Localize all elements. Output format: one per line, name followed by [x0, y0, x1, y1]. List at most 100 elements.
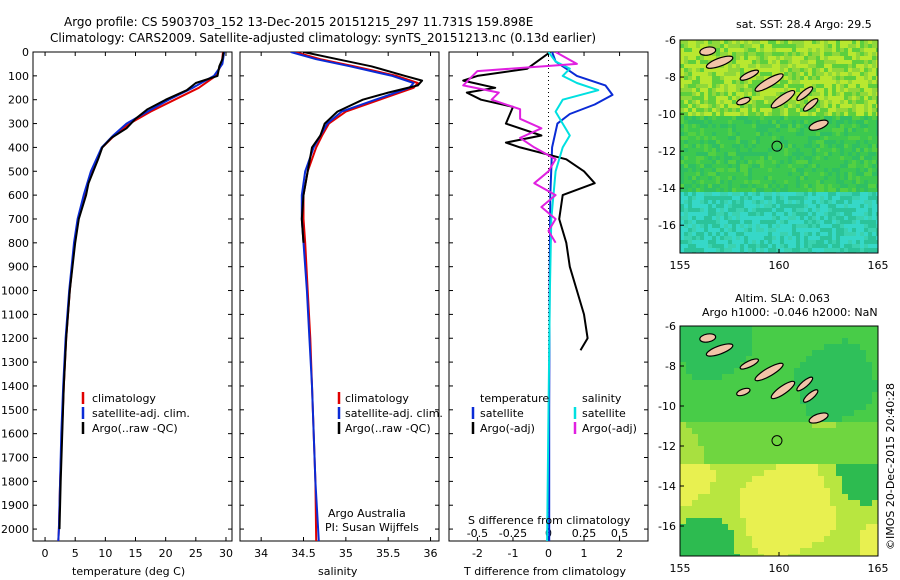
- map-y-tick-label: -6: [665, 320, 676, 333]
- difference-panel: -2 -1 0 1 2-0.5 -0.25 0 0.25 0.5: [448, 51, 649, 560]
- x-tick-label: 36: [424, 547, 438, 560]
- sla-map-title-1: Altim. SLA: 0.063: [735, 292, 830, 305]
- series-line: [300, 52, 424, 243]
- x-tick-label: 34: [254, 547, 268, 560]
- x-tick-label: -2: [472, 547, 483, 560]
- map-x-tick-label: 165: [868, 259, 889, 272]
- map-x-tick-label: 165: [868, 562, 889, 575]
- map-y-tick-label: -10: [658, 400, 676, 413]
- map-y-tick-label: -6: [665, 34, 676, 47]
- depth-tick-label: 300: [8, 118, 29, 131]
- difference-xlabel: T difference from climatology: [463, 565, 626, 578]
- x-tick-label: 30: [219, 547, 233, 560]
- sla-map-title-2: Argo h1000: -0.046 h2000: NaN: [702, 306, 878, 319]
- island: [802, 98, 819, 112]
- x-tick-label: 35.5: [376, 547, 401, 560]
- legend-climatology: climatology: [345, 392, 409, 405]
- header-line2: Climatology: CARS2009. Satellite-adjuste…: [50, 31, 596, 45]
- island: [699, 46, 717, 56]
- depth-tick-label: 600: [8, 189, 29, 202]
- x-tick-label: 34.5: [291, 547, 316, 560]
- island: [808, 119, 829, 131]
- temperature-xlabel: temperature (deg C): [72, 565, 185, 578]
- difference-legend: temperature salinity satellite Argo(-adj…: [471, 392, 637, 435]
- legend-satellite: satellite-adj. clim.: [92, 407, 190, 420]
- map-y-tick-label: -10: [658, 108, 676, 121]
- island: [705, 343, 734, 357]
- x-tick-label: 35: [339, 547, 353, 560]
- x-tick-label: 20: [159, 547, 173, 560]
- x2-tick-label: -0.5: [467, 527, 488, 540]
- sla-map: 155 160 165 -6 -8 -10 -12 -14 -16: [658, 320, 888, 575]
- legend-s-satellite: satellite: [582, 407, 626, 420]
- legend-s-argo: Argo(-adj): [582, 422, 637, 435]
- plot-frame: [32, 51, 233, 542]
- depth-tick-label: 900: [8, 261, 29, 274]
- island: [739, 358, 760, 370]
- legend-t-argo: Argo(-adj): [480, 422, 535, 435]
- x2-tick-label: 0.5: [611, 527, 629, 540]
- salinity-legend: climatology satellite-adj. clim. Argo(..…: [337, 392, 443, 435]
- x-tick-label: -1: [507, 547, 518, 560]
- map-x-tick-label: 155: [670, 259, 691, 272]
- island: [736, 387, 751, 397]
- annotation-argo-australia: Argo Australia: [328, 507, 406, 520]
- annotation-pi: PI: Susan Wijffels: [325, 521, 419, 534]
- series-line: [58, 52, 225, 530]
- x-tick-label: 10: [98, 547, 112, 560]
- depth-tick-label: 1300: [1, 356, 29, 369]
- x-tick-label: 0: [545, 547, 552, 560]
- map-x-tick-label: 160: [769, 259, 790, 272]
- legend-climatology: climatology: [92, 392, 156, 405]
- salinity-panel: 34 34.5 35 35.5 36: [239, 51, 440, 560]
- series-line: [462, 52, 578, 244]
- depth-tick-label: 800: [8, 237, 29, 250]
- depth-tick-label: 1200: [1, 332, 29, 345]
- header-line1: Argo profile: CS 5903703_152 13-Dec-2015…: [64, 15, 533, 29]
- series-line: [546, 52, 600, 541]
- island: [796, 376, 814, 392]
- depth-tick-label: 1100: [1, 308, 29, 321]
- map-field: [680, 40, 878, 253]
- legend-satellite: satellite-adj. clim.: [345, 407, 443, 420]
- credit-text: ©IMOS 20-Dec-2015 20:40:28: [884, 383, 897, 550]
- depth-tick-label: 1500: [1, 404, 29, 417]
- island: [796, 86, 814, 102]
- depth-tick-label: 500: [8, 165, 29, 178]
- map-field: [680, 326, 878, 556]
- depth-tick-label: 700: [8, 213, 29, 226]
- island: [699, 333, 717, 343]
- argo-location-marker: [771, 435, 783, 447]
- sst-map-title: sat. SST: 28.4 Argo: 29.5: [736, 18, 872, 31]
- depth-tick-label: 1800: [1, 475, 29, 488]
- series-line: [290, 52, 415, 541]
- island: [770, 89, 796, 109]
- legend-title-temperature: temperature: [480, 392, 549, 405]
- map-y-tick-label: -14: [658, 182, 676, 195]
- depth-tick-label: 2000: [1, 523, 29, 536]
- map-y-tick-label: -8: [665, 360, 676, 373]
- x-tick-label: 25: [189, 547, 203, 560]
- salinity-xlabel: salinity: [318, 565, 358, 578]
- x-tick-label: 2: [616, 547, 623, 560]
- plot-frame: [239, 51, 440, 542]
- island: [736, 96, 751, 106]
- legend-t-satellite: satellite: [480, 407, 524, 420]
- legend-argo: Argo(..raw -QC): [92, 422, 178, 435]
- temperature-legend: climatology satellite-adj. clim. Argo(..…: [81, 392, 190, 435]
- depth-tick-label: 1700: [1, 452, 29, 465]
- island: [770, 380, 796, 400]
- x-tick-label: 1: [581, 547, 588, 560]
- map-y-tick-label: -16: [658, 520, 676, 533]
- map-x-tick-label: 155: [670, 562, 691, 575]
- island: [739, 69, 760, 81]
- temperature-panel: 0100200300400500600700800900100011001200…: [1, 46, 233, 560]
- x-tick-label: 0: [42, 547, 49, 560]
- island: [754, 73, 784, 92]
- map-y-tick-label: -12: [658, 145, 676, 158]
- sst-map: 155 160 165 -6 -8 -10 -12 -14 -16: [658, 34, 888, 272]
- series-line: [462, 52, 596, 351]
- map-y-tick-label: -16: [658, 219, 676, 232]
- x2-tick-label: 0.25: [572, 527, 597, 540]
- map-y-tick-label: -12: [658, 440, 676, 453]
